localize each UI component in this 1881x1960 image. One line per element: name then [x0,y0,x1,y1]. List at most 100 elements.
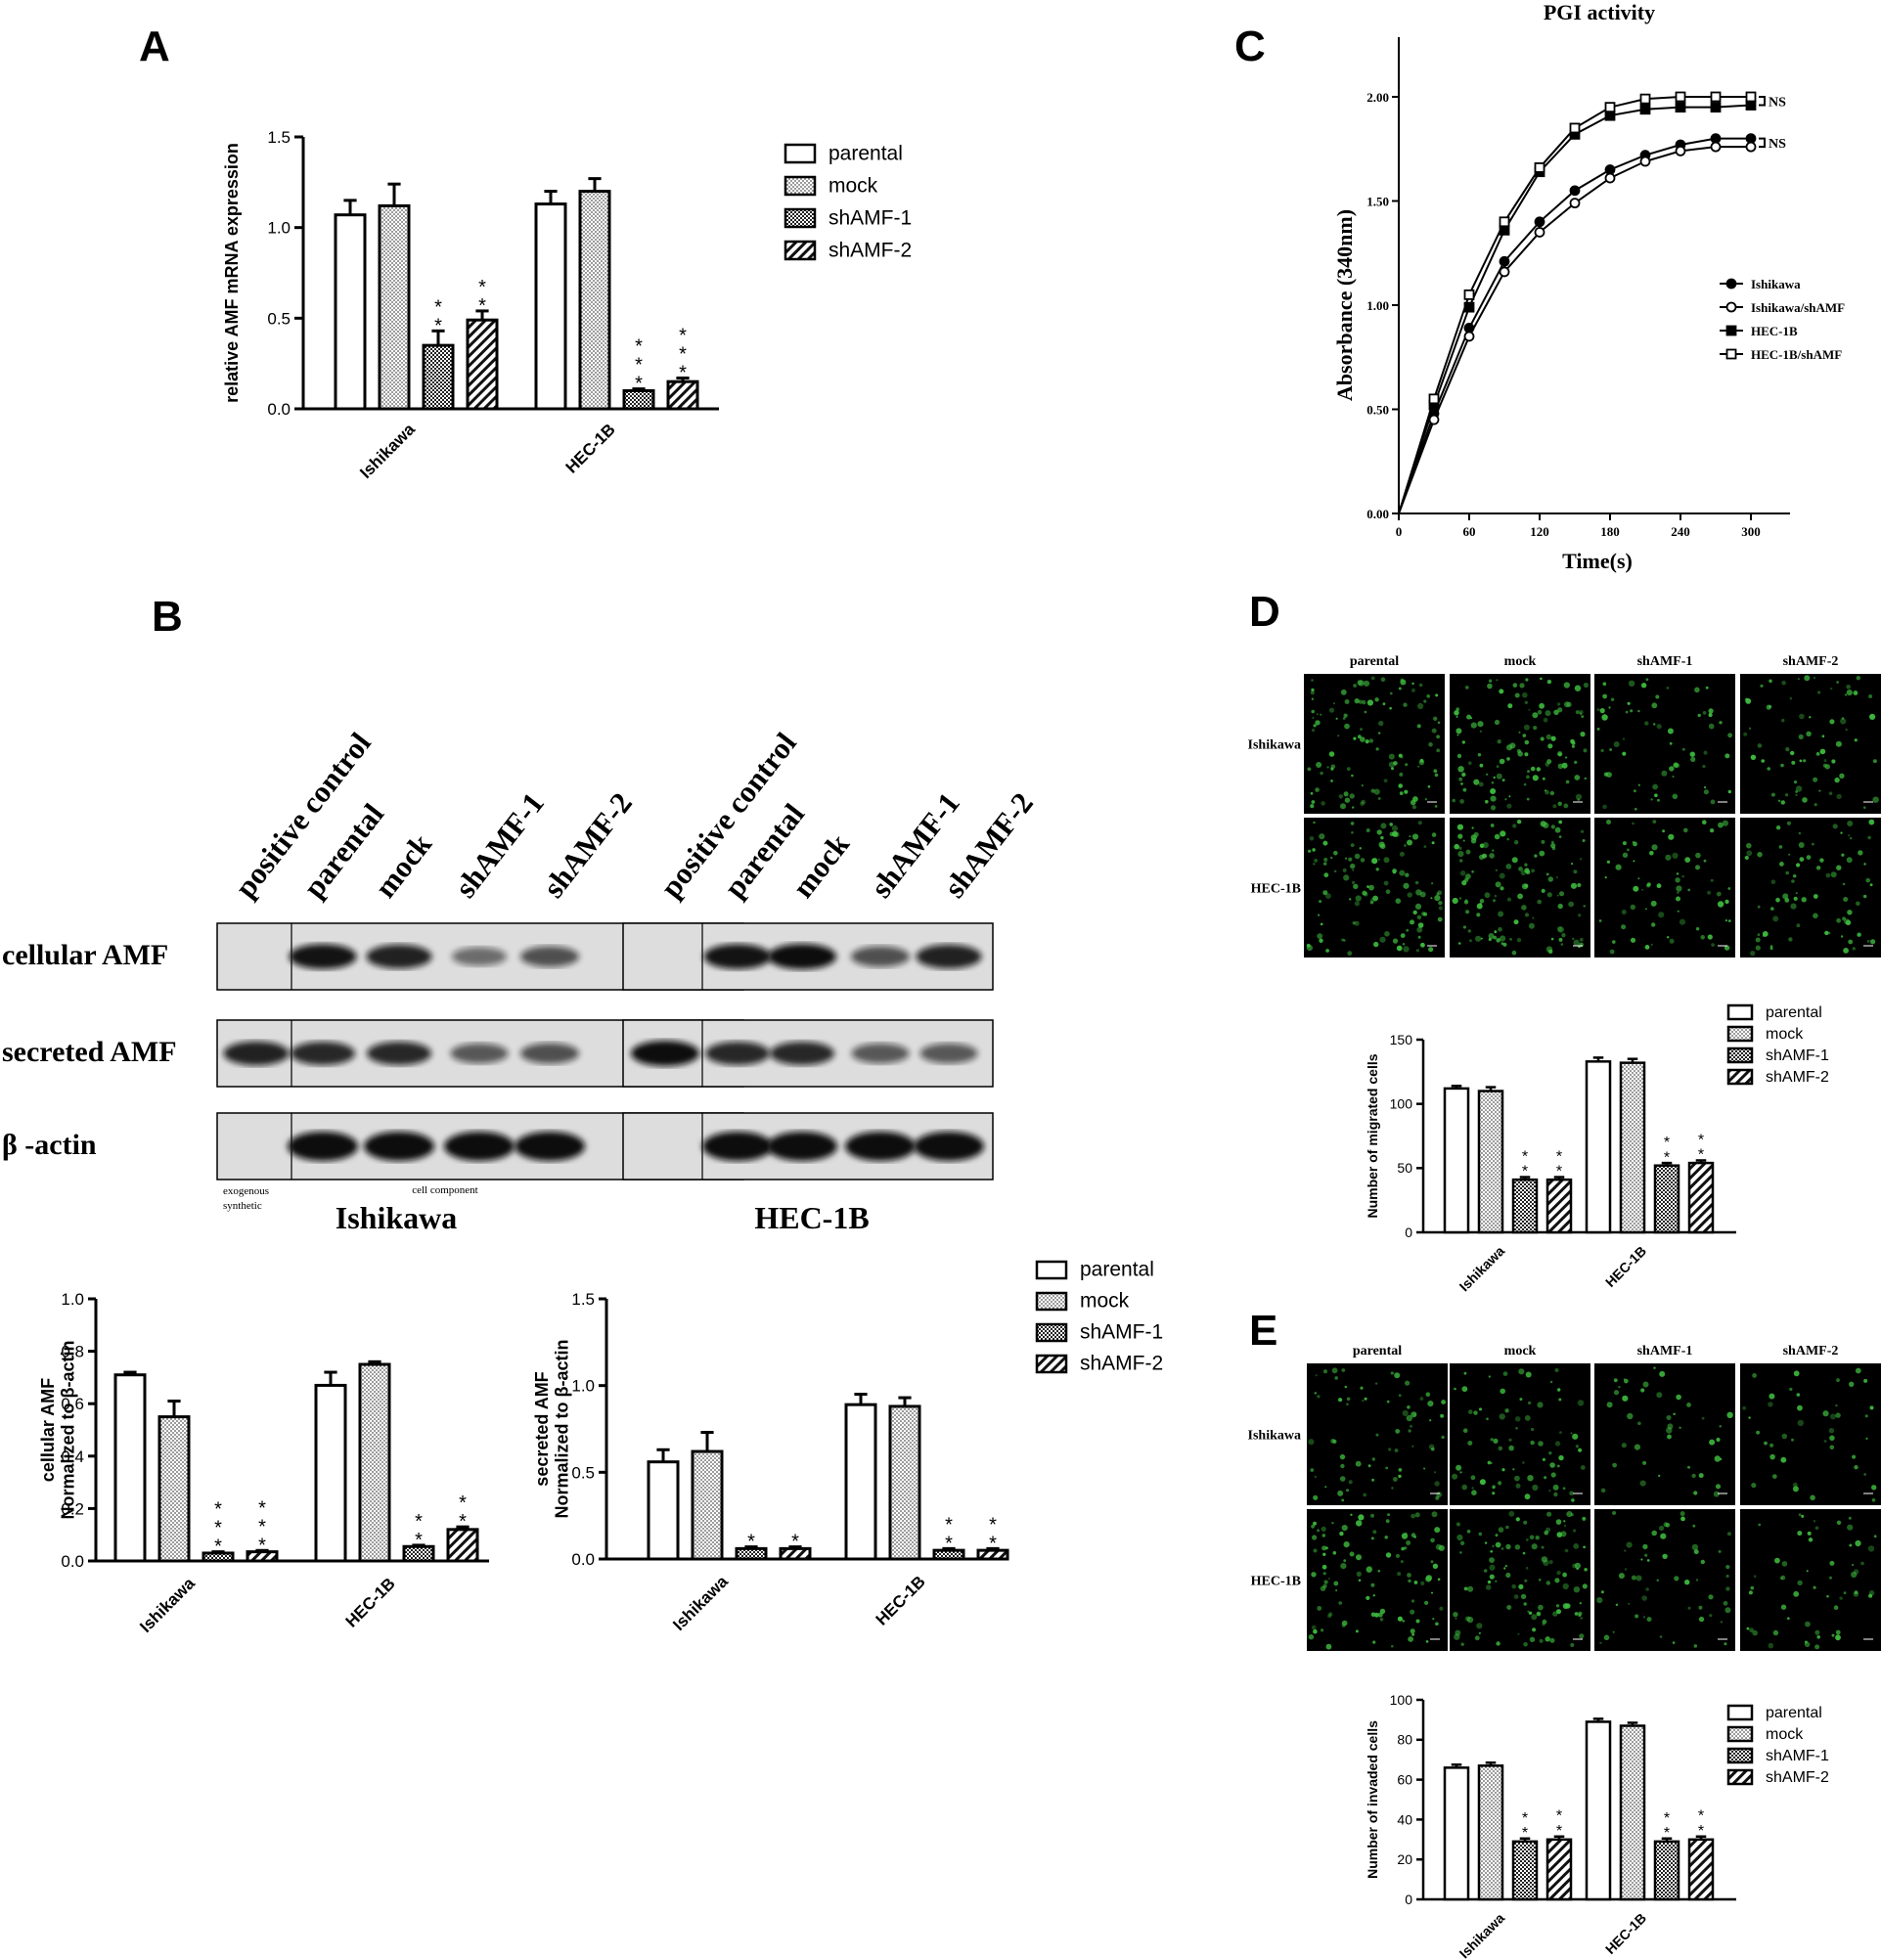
cell-dot [1384,1536,1388,1539]
cell-dot [1461,772,1466,778]
cell-dot [1404,1546,1408,1550]
cell-dot [1436,748,1441,753]
cell-dot [1408,1579,1411,1583]
cell-dot [1319,833,1325,840]
cell-dot [1697,713,1701,718]
cell-dot [1558,1454,1564,1461]
cell-dot [1312,848,1316,852]
cell-dot [1338,794,1344,799]
cell-dot [1377,1612,1383,1618]
cell-dot [1353,684,1357,688]
cell-dot [1317,933,1323,939]
y-axis-label: Normalized to β-actin [59,1340,78,1519]
cell-dot [1476,913,1481,917]
cell-dot [1331,1367,1338,1374]
cell-dot [1467,1585,1474,1592]
cell-dot [1836,793,1842,800]
cell-dot [1633,885,1639,892]
cell-dot [1813,777,1818,782]
cell-dot [1538,1604,1544,1611]
cell-dot [1506,757,1510,761]
cell-dot [1813,676,1815,680]
cell-dot [1372,1640,1376,1644]
cell-dot [1549,1637,1555,1643]
cell-dot [1627,1412,1634,1420]
cell-dot [1833,1605,1839,1610]
cell-dot [1674,1576,1679,1581]
cell-dot [1457,851,1464,858]
cell-dot [1815,752,1820,756]
cell-dot [1642,1381,1649,1388]
cell-dot [1503,1567,1506,1570]
cell-dot [1609,748,1612,751]
cell-dot [1416,926,1423,933]
cell-dot [1316,762,1322,768]
cell-dot [1563,1520,1566,1523]
cell-dot [1798,1513,1802,1517]
cell-dot [1583,905,1586,908]
cell-dot [1383,857,1390,864]
legend-label: shAMF-2 [1080,1352,1163,1374]
cell-dot [1713,1491,1720,1497]
cell-dot [1554,1578,1560,1583]
data-point [1569,122,1581,134]
blot-band [770,1042,834,1065]
cell-dot [1690,756,1696,763]
cell-dot [1310,690,1315,695]
cell-dot [1609,949,1615,955]
cell-dot [1724,919,1727,922]
cell-dot [1375,747,1379,751]
cell-dot [1509,937,1512,941]
legend-swatch [1726,1047,1754,1064]
cell-dot [1708,708,1714,714]
cell-dot [1459,1540,1465,1546]
cell-dot [1835,1634,1841,1641]
cell-dot [1770,879,1776,884]
data-point [1463,289,1475,300]
cell-dot [1635,808,1637,811]
cell-dot [1621,924,1627,930]
cell-dot [1489,1564,1496,1571]
data-point [1499,266,1510,278]
cell-dot [1428,741,1433,747]
cell-dot [1637,1421,1641,1426]
blot-band [768,944,836,969]
significance-star: * [679,362,687,383]
cell-dot [1757,905,1761,909]
cell-dot [1813,913,1818,919]
cell-dot [1558,835,1562,838]
cell-dot [1544,1476,1547,1480]
cell-dot [1548,1451,1552,1455]
legend-label: HEC-1B [1751,324,1798,338]
cell-dot [1457,833,1463,839]
cell-dot [1498,927,1502,932]
cell-dot [1383,779,1388,783]
cell-dot [1542,1457,1545,1461]
cell-dot [1722,820,1728,826]
cell-dot [1804,1641,1811,1648]
cell-dot [1548,1490,1551,1492]
cell-dot [1362,699,1366,705]
cell-dot [1498,911,1504,917]
significance-star: * [415,1530,423,1551]
ns-annotation: NS [1769,137,1786,152]
cell-dot [1431,1591,1433,1594]
legend-label: HEC-1B/shAMF [1751,347,1842,362]
cell-dot [1409,835,1411,838]
cell-dot [1727,733,1732,738]
cell-dot [1817,690,1821,694]
cell-dot [1829,1576,1832,1580]
legend-label: shAMF-1 [1766,1047,1829,1064]
cell-dot [1311,800,1316,804]
cell-dot [1683,827,1688,833]
cell-dot [1322,840,1328,846]
cell-dot [1376,829,1382,835]
cell-dot [1370,1582,1375,1587]
cell-dot [1666,1415,1672,1420]
cell-dot [1524,1579,1528,1582]
cell-dot [1486,773,1489,776]
cell-dot [1321,1564,1327,1570]
cell-dot [1834,777,1840,783]
cell-dot [1830,687,1833,690]
cell-dot [1836,917,1841,923]
